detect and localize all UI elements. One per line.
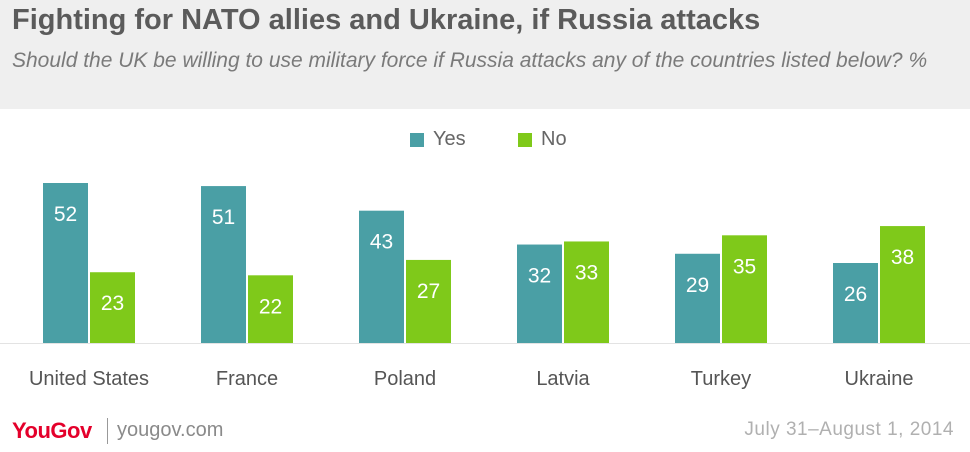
header-band: Fighting for NATO allies and Ukraine, if… xyxy=(0,0,970,109)
data-label-no-1: 22 xyxy=(259,295,282,318)
category-label-1: France xyxy=(216,368,278,390)
category-label-2: Poland xyxy=(374,368,436,390)
legend-swatch-yes xyxy=(410,132,424,147)
data-label-no-0: 23 xyxy=(101,292,124,315)
bar-yes-5 xyxy=(833,263,878,343)
bar-yes-4 xyxy=(675,253,720,343)
legend-label-no: No xyxy=(541,128,567,150)
data-label-yes-3: 32 xyxy=(528,265,551,288)
legend-item-no: No xyxy=(518,128,567,151)
fieldwork-date: July 31–August 1, 2014 xyxy=(744,419,954,440)
bar-yes-2 xyxy=(359,210,404,343)
yougov-logo: YouGov xyxy=(12,418,92,443)
data-label-yes-0: 52 xyxy=(54,203,77,226)
category-label-4: Turkey xyxy=(691,368,751,390)
footer-divider xyxy=(107,418,108,444)
data-label-yes-1: 51 xyxy=(212,206,235,229)
bar-no-5 xyxy=(880,226,925,343)
data-label-yes-4: 29 xyxy=(686,274,709,297)
legend: Yes No xyxy=(0,128,970,158)
data-label-no-4: 35 xyxy=(733,255,756,278)
category-label-5: Ukraine xyxy=(845,368,914,390)
category-label-3: Latvia xyxy=(536,368,590,390)
legend-label-yes: Yes xyxy=(433,128,466,150)
data-label-yes-5: 26 xyxy=(844,283,867,306)
data-label-no-2: 27 xyxy=(417,280,440,303)
chart-subtitle: Should the UK be willing to use military… xyxy=(12,49,928,72)
data-label-yes-2: 43 xyxy=(370,231,393,254)
bar-no-1 xyxy=(248,275,293,343)
legend-swatch-no xyxy=(518,132,532,147)
bar-no-0 xyxy=(90,272,135,343)
chart-title: Fighting for NATO allies and Ukraine, if… xyxy=(12,4,761,36)
bar-no-4 xyxy=(722,235,767,343)
legend-item-yes: Yes xyxy=(410,128,466,151)
category-label-0: United States xyxy=(29,368,149,390)
footer-website: yougov.com xyxy=(117,419,224,441)
bar-no-3 xyxy=(564,241,609,343)
bar-no-2 xyxy=(406,259,451,343)
bar-yes-3 xyxy=(517,244,562,343)
bar-yes-1 xyxy=(201,186,246,343)
data-label-no-3: 33 xyxy=(575,261,598,284)
bar-yes-0 xyxy=(43,183,88,343)
data-label-no-5: 38 xyxy=(891,246,914,269)
bar-chart: 52 23 United States 51 22 France 43 27 Poland 32 3… xyxy=(0,183,970,390)
